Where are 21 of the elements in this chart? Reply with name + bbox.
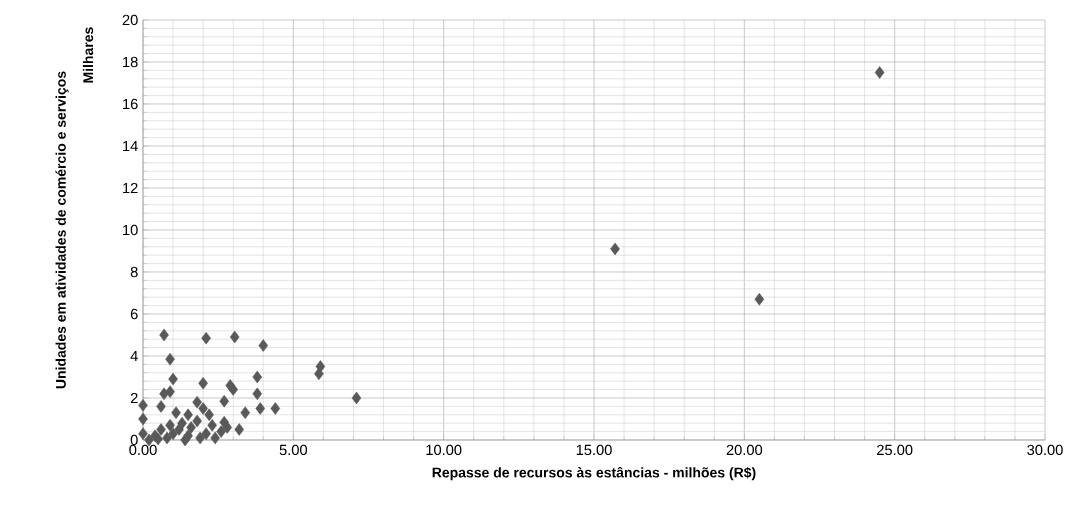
y-tick-label: 6	[130, 308, 138, 320]
x-tick-label: 5.00	[279, 444, 308, 456]
x-tick-label: 0.00	[129, 444, 157, 456]
y-tick-label: 8	[130, 266, 138, 278]
x-tick-label: 25.00	[877, 444, 913, 456]
y-tick-label: 12	[123, 182, 138, 194]
y-tick-label: 20	[122, 14, 138, 26]
x-tick-label: 10.00	[426, 444, 462, 456]
x-tick-label: 15.00	[576, 444, 612, 456]
y-axis-title: Unidades em atividades de comércio e serviços	[55, 71, 69, 389]
y-tick-label: 2	[130, 392, 138, 404]
text: Milhares	[82, 27, 94, 83]
y-tick-label: 0	[130, 434, 138, 446]
x-tick-label: 20.00	[726, 444, 763, 456]
y-tick-label: 18	[123, 56, 138, 68]
y-tick-label: 10	[123, 224, 138, 236]
x-tick-label: 30.00	[1027, 444, 1063, 456]
y-tick-label: 16	[123, 98, 138, 110]
y-tick-label: 14	[123, 140, 138, 152]
y-tick-label: 4	[130, 350, 138, 362]
x-axis-title: Repasse de recursos às estâncias - milhões (R$)	[432, 466, 756, 481]
